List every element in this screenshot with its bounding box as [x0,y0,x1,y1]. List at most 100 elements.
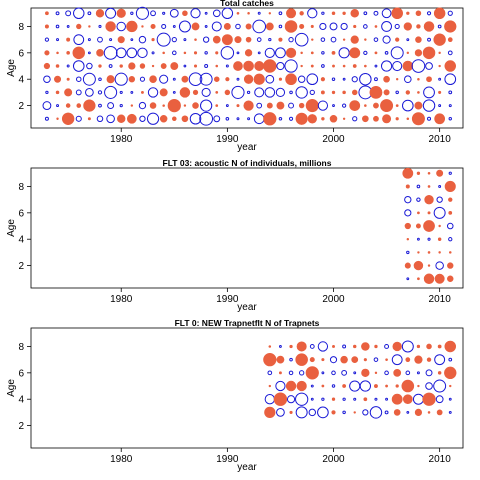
bubble-negative [188,72,203,86]
bubble-positive [436,169,444,177]
bubble-negative [139,115,146,122]
bubble-negative [256,37,262,42]
bubble-negative [98,103,102,108]
bubble-positive [285,380,297,392]
bubble-positive [181,75,189,83]
bubble-negative [384,51,389,55]
bubble-positive [273,392,288,406]
bubble-positive [449,251,452,254]
bubble-negative [381,8,392,19]
bubble-negative [284,59,298,73]
bubble-negative [363,24,368,29]
bubble-negative [265,74,275,84]
bubble-negative [384,344,390,349]
bubble-negative [204,11,208,15]
x-tick-label: 2000 [322,134,345,145]
bubble-negative [43,75,51,83]
bubble-negative [275,380,286,392]
bubble-positive [236,104,240,108]
bubble-negative [404,75,412,84]
bubble-positive [448,197,453,202]
bubble-positive [285,47,297,58]
bubble-negative [404,209,412,217]
bubble-positive [276,355,285,364]
bubble-positive [415,36,422,43]
bubble-negative [416,197,421,202]
bubble-positive [427,251,431,254]
bubble-positive [349,47,361,59]
bubble-positive [342,117,346,120]
bubble-positive [374,344,378,349]
bubble-negative [321,371,325,375]
bubble-positive [444,20,457,33]
bubble-negative [119,90,123,94]
bubble-positive [126,20,138,33]
bubble-negative [434,354,446,366]
bubble-positive [385,358,388,361]
bubble-positive [56,51,59,55]
bubble-positive [403,22,412,31]
bubble-negative [294,32,309,47]
bubble-negative [256,102,263,109]
x-tick-label: 1990 [216,454,239,465]
bubble-positive [342,90,346,95]
bubble-series [402,167,456,284]
bubble-positive [87,117,91,121]
bubble-positive [117,36,125,44]
bubble-negative [448,104,452,108]
bubble-negative [252,19,267,34]
bubble-negative [438,77,442,81]
bubble-positive [416,24,421,29]
bubble-positive [383,89,390,96]
bubble-negative [363,50,368,55]
x-tick-label: 2010 [429,294,452,305]
bubble-positive [320,90,325,95]
bubble-negative [115,47,127,59]
bubble-positive [170,62,179,70]
bubble-negative [66,64,70,68]
bubble-negative [55,24,60,29]
bubble-positive [96,49,104,57]
bubble-positive [405,90,410,95]
bubble-positive [193,51,198,55]
bubble-negative [306,73,319,86]
bubble-positive [212,35,221,44]
bubble-positive [417,91,420,94]
bubble-negative [353,397,357,401]
bubble-negative [235,23,241,30]
bubble-negative [448,357,453,362]
bubble-negative [278,24,283,29]
bubble-negative [310,384,314,388]
bubble-negative [276,61,285,71]
bubble-negative [130,11,134,15]
bubble-negative [55,11,60,16]
bubble-positive [402,394,413,405]
bubble-positive [423,220,435,232]
bubble-positive [172,116,177,122]
bubble-negative [447,10,453,16]
bubble-positive [422,392,436,406]
bubble-negative [236,77,240,81]
bubble-positive [448,210,453,215]
bubble-positive [309,357,315,363]
bubble-negative [108,64,113,68]
bubble-negative [307,8,318,19]
bubble-negative [310,397,314,401]
bubble-negative [425,382,433,390]
bubble-positive [426,343,432,350]
bubble-negative [329,356,338,364]
bubble-positive [64,88,73,97]
bubble-negative [66,25,70,28]
bubble-positive [149,102,157,109]
bubble-positive [307,114,317,124]
bubble-positive [141,25,144,28]
bubble-positive [320,77,325,82]
bubble-negative [147,87,159,98]
bubble-negative [87,11,92,16]
bubble-negative [342,344,347,349]
bubble-positive [382,114,392,124]
bubble-positive [414,49,423,57]
bubble-positive [427,264,431,267]
bubble-negative [444,73,457,86]
bubble-positive [422,46,436,60]
